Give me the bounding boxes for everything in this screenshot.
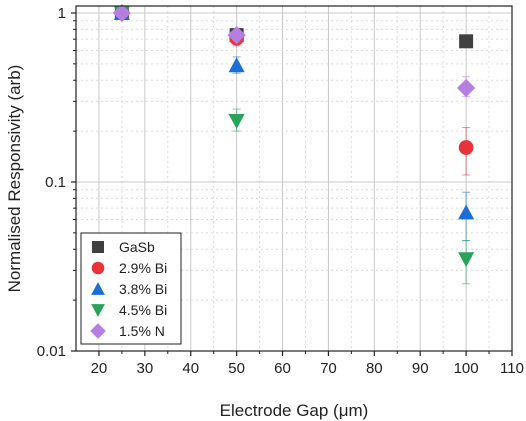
data-point [458, 140, 474, 155]
legend-marker [91, 304, 105, 317]
x-tick-label: 110 [500, 360, 524, 377]
data-point [227, 25, 246, 45]
x-tick-label: 80 [366, 360, 383, 377]
x-tick-label: 70 [320, 360, 337, 377]
x-tick-label: 90 [412, 360, 429, 377]
x-tick-label: 40 [182, 360, 199, 377]
legend-marker [90, 323, 106, 339]
data-point [458, 204, 475, 220]
data-points [112, 3, 476, 268]
legend-label: 3.8% Bi [119, 281, 167, 297]
legend-marker [92, 241, 104, 253]
legend-marker [91, 261, 105, 275]
axis-ticks: 20 30 40 50 60 70 80 90 100 110 0.01 0.1 1 [37, 5, 524, 377]
x-tick-label: 30 [136, 360, 153, 377]
legend-label: 4.5% Bi [119, 302, 167, 318]
legend-label: 1.5% N [119, 323, 165, 339]
y-tick-label: 0.01 [37, 343, 66, 360]
y-tick-label: 1 [58, 5, 66, 22]
data-point [459, 34, 474, 49]
data-point [228, 114, 245, 129]
data-point [112, 3, 131, 23]
legend-label: 2.9% Bi [119, 260, 167, 276]
legend-label: GaSb [119, 239, 155, 255]
x-tick-label: 60 [274, 360, 291, 377]
legend-marker [91, 282, 105, 295]
data-point [457, 78, 476, 98]
data-point [228, 57, 245, 73]
y-tick-label: 0.1 [45, 174, 66, 191]
x-tick-label: 50 [228, 360, 245, 377]
data-point [458, 252, 475, 268]
x-axis-title: Electrode Gap (μm) [220, 401, 369, 420]
x-tick-label: 20 [91, 360, 108, 377]
y-axis-title: Normalised Responsivity (arb) [5, 65, 24, 293]
x-tick-label: 100 [454, 360, 479, 377]
legend: GaSb 2.9% Bi 3.8% Bi 4.5% Bi 1.5% N [80, 232, 182, 345]
plot-frame [75, 5, 513, 352]
